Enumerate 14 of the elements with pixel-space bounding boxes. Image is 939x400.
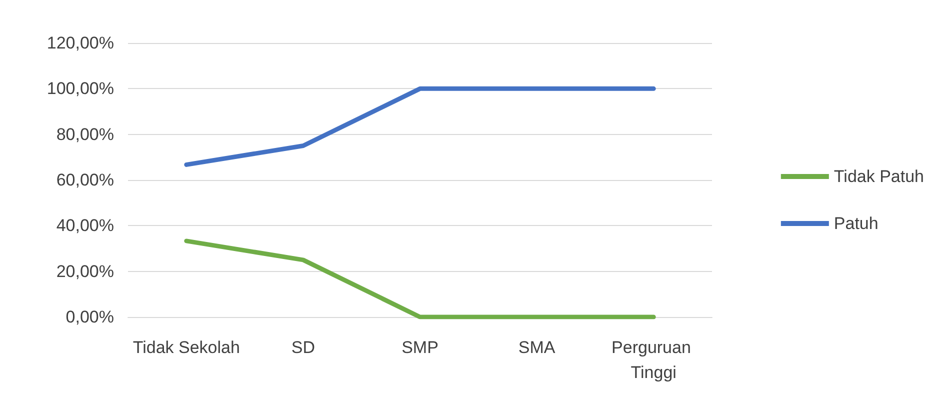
legend-label: Patuh bbox=[834, 214, 878, 233]
x-tick-label: Perguruan Tinggi bbox=[612, 338, 696, 382]
x-tick-label: SMP bbox=[402, 338, 438, 357]
y-tick-label: 0,00% bbox=[66, 308, 114, 326]
y-tick-label: 120,00% bbox=[46, 34, 114, 52]
y-tick-label: 80,00% bbox=[56, 124, 114, 144]
x-tick-label: Tidak Sekolah bbox=[132, 338, 240, 357]
y-tick-label: 60,00% bbox=[56, 170, 114, 190]
y-tick-label: 100,00% bbox=[46, 79, 114, 98]
y-tick-label: 20,00% bbox=[56, 262, 114, 281]
legend-label: Tidak Patuh bbox=[834, 167, 924, 186]
x-tick-label: SMA bbox=[518, 338, 556, 357]
x-tick-label: SD bbox=[291, 338, 316, 357]
y-tick-label: 40,00% bbox=[56, 216, 114, 236]
